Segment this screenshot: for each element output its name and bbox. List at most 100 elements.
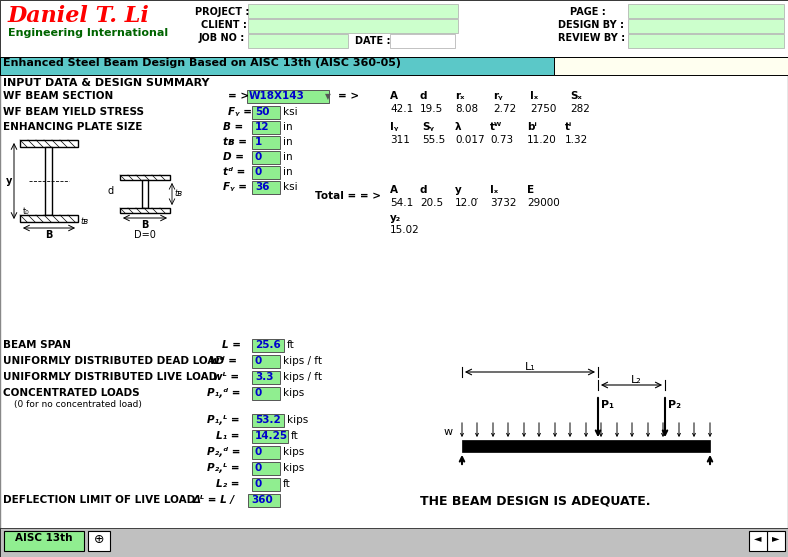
Bar [252,151,280,164]
Text: W18X143: W18X143 [249,91,305,101]
Text: ⊕: ⊕ [94,533,104,546]
Text: P₂,ᴸ =: P₂,ᴸ = [207,463,240,473]
Text: L₂: L₂ [630,375,641,385]
Text: 42.1: 42.1 [390,104,413,114]
Text: Iₓ: Iₓ [490,185,498,195]
Text: Engineering International: Engineering International [8,28,168,38]
Text: kips: kips [283,463,304,473]
Text: y: y [455,185,462,195]
Text: L₁: L₁ [525,362,535,372]
Text: 2750: 2750 [530,104,556,114]
Text: PAGE :: PAGE : [570,7,606,17]
Bar [252,478,280,491]
Text: A: A [390,91,398,101]
Text: 0: 0 [255,447,262,457]
Bar [252,166,280,179]
Text: d: d [420,91,428,101]
Bar [45,147,52,215]
Bar [0,528,788,557]
Text: ksi: ksi [283,107,298,117]
Bar [462,440,710,452]
Bar [120,208,170,213]
Text: Total = = >: Total = = > [315,191,381,201]
Text: bⁱ: bⁱ [527,122,537,132]
Text: Iᵧ: Iᵧ [390,122,399,132]
Bar [4,531,84,551]
Bar [0,0,788,57]
Bar [252,339,284,352]
Text: d: d [108,186,114,196]
Text: ft: ft [287,340,295,350]
Bar [248,19,458,33]
Bar [767,531,785,551]
Text: DEFLECTION LIMIT OF LIVE LOAD: DEFLECTION LIMIT OF LIVE LOAD [3,495,195,505]
Text: B =: B = [223,122,243,132]
Text: 53.2: 53.2 [255,415,281,425]
Text: in: in [283,137,292,147]
Text: tᵂ: tᵂ [490,122,502,132]
Text: 0: 0 [255,152,262,162]
Text: kips / ft: kips / ft [283,372,322,382]
Bar [252,446,280,459]
Text: WF BEAM YIELD STRESS: WF BEAM YIELD STRESS [3,107,144,117]
Text: P₂,ᵈ =: P₂,ᵈ = [207,447,240,457]
Text: 14.25: 14.25 [255,431,288,441]
Text: ′: ′ [476,198,478,208]
Text: DATE :: DATE : [355,36,391,46]
Text: PROJECT :: PROJECT : [195,7,249,17]
Text: 311: 311 [390,135,410,145]
Text: kips: kips [283,447,304,457]
Bar [554,57,788,75]
Text: Fᵧ =: Fᵧ = [223,182,247,192]
Text: BEAM SPAN: BEAM SPAN [3,340,71,350]
Text: 0: 0 [255,463,262,473]
Text: 3.3: 3.3 [255,372,273,382]
Text: ENHANCING PLATE SIZE: ENHANCING PLATE SIZE [3,122,143,132]
Text: tʙ =: tʙ = [223,137,247,147]
Text: Fᵧ =: Fᵧ = [228,107,252,117]
Text: 360: 360 [251,495,273,505]
Text: λ: λ [455,122,462,132]
Text: B: B [46,230,53,240]
Text: ksi: ksi [283,182,298,192]
Text: D =: D = [223,152,244,162]
Bar [252,462,280,475]
Text: D=0: D=0 [134,230,156,240]
Bar [248,4,458,18]
Text: ◄: ◄ [754,533,762,543]
Text: 0: 0 [255,356,262,366]
Text: P₂: P₂ [668,400,681,410]
Text: A: A [390,185,398,195]
Text: E: E [527,185,534,195]
Text: in: in [283,152,292,162]
Bar [252,181,280,194]
Text: 0: 0 [255,167,262,177]
Text: THE BEAM DESIGN IS ADEQUATE.: THE BEAM DESIGN IS ADEQUATE. [420,495,651,508]
Bar [252,430,288,443]
Text: kips / ft: kips / ft [283,356,322,366]
Text: = >: = > [338,91,359,101]
Text: tʙ: tʙ [174,189,182,198]
Bar [252,136,280,149]
Text: UNIFORMLY DISTRIBUTED DEAD LOAD: UNIFORMLY DISTRIBUTED DEAD LOAD [3,356,224,366]
Text: 0.73: 0.73 [490,135,513,145]
Text: t₀: t₀ [23,207,30,216]
Text: L =: L = [222,340,241,350]
Text: 3732: 3732 [490,198,516,208]
Text: 29000: 29000 [527,198,559,208]
Text: in: in [283,167,292,177]
Text: kips: kips [287,415,308,425]
Text: 12.0: 12.0 [455,198,478,208]
Text: kips: kips [283,388,304,398]
Text: 54.1: 54.1 [390,198,413,208]
Bar [628,4,784,18]
Text: y₂: y₂ [390,213,401,223]
Text: DESIGN BY :: DESIGN BY : [558,20,624,30]
Text: INPUT DATA & DESIGN SUMMARY: INPUT DATA & DESIGN SUMMARY [3,78,210,88]
Text: 15.02: 15.02 [390,225,420,235]
Text: 1: 1 [255,137,262,147]
Text: 36: 36 [255,182,269,192]
Text: ft: ft [291,431,299,441]
Bar [252,121,280,134]
Bar [252,414,284,427]
